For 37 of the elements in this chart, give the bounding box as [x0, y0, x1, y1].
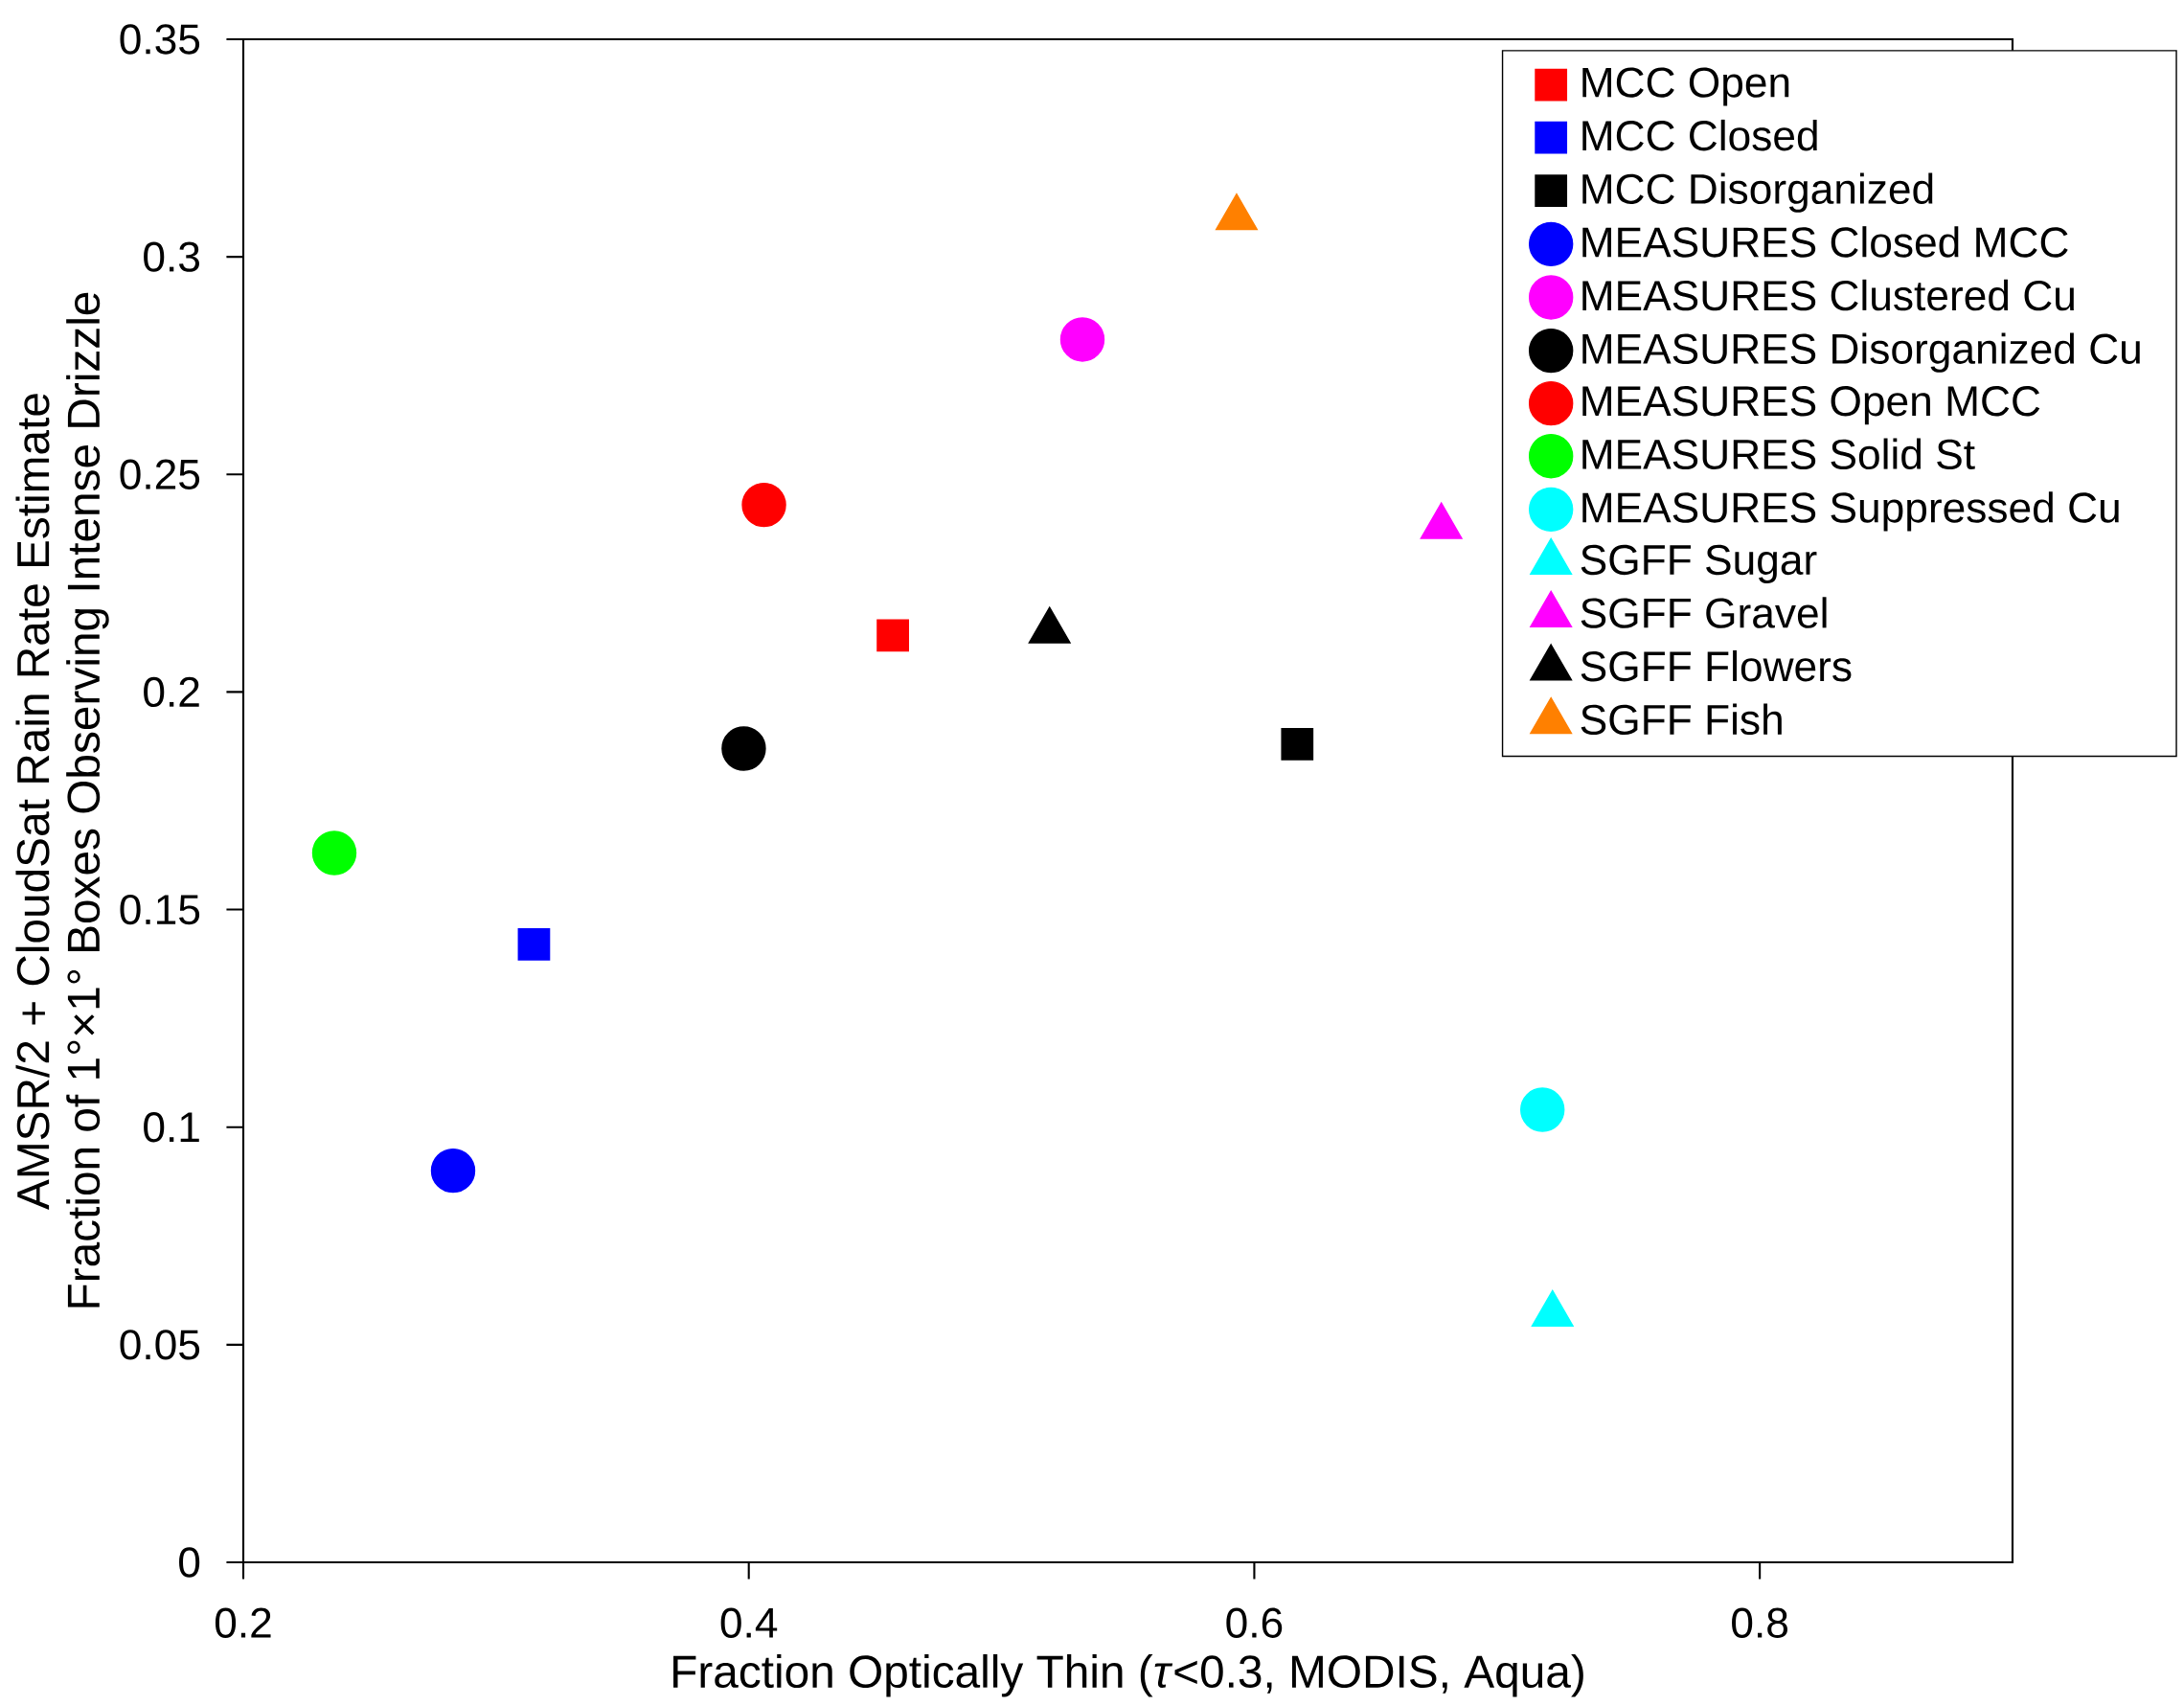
- y-tick-label: 0.35: [120, 24, 200, 55]
- y-tick-label: 0.3: [144, 241, 199, 272]
- y-tick-label: 0.1: [144, 1112, 199, 1143]
- y-tick-label: 0.2: [144, 676, 199, 708]
- legend-label: MCC Disorganized: [1582, 172, 1933, 213]
- y-tick-label: 0.25: [120, 459, 200, 489]
- legend-label: SGFF Sugar: [1581, 544, 1817, 583]
- point: [1059, 317, 1105, 362]
- x-tick-label: 0.6: [1226, 1607, 1283, 1638]
- point: [1520, 1087, 1565, 1132]
- point: [311, 830, 357, 876]
- legend-label: SGFF Gravel: [1581, 597, 1827, 628]
- legend-label: MEASURES Suppressed Cu: [1582, 491, 2119, 532]
- legend-label: MCC Closed: [1582, 119, 1817, 151]
- legend-label: SGFF Flowers: [1581, 649, 1852, 682]
- legend-label: SGFF Fish: [1581, 703, 1782, 736]
- text: AMSR/2 + CloudSat Rain Rate Estimate: [15, 394, 50, 1210]
- x-axis-title: Fraction Optically Thin (τ<0.3, MODIS, Aqua): [673, 1654, 1583, 1697]
- point: [430, 1148, 476, 1194]
- point: [1281, 728, 1314, 761]
- x-tick-label: 0.2: [215, 1607, 271, 1638]
- legend-label: MEASURES Clustered Cu: [1582, 279, 2074, 311]
- y-tick-label: 0.15: [120, 894, 200, 925]
- text: Fraction of 1°×1° Boxes Observing Intense Drizzle: [66, 292, 109, 1308]
- legend-label: MCC Open: [1582, 67, 1789, 106]
- point: [876, 619, 909, 652]
- point: [721, 726, 766, 771]
- legend-label: MEASURES Solid St: [1582, 438, 1975, 470]
- x-tick-label: 0.4: [720, 1607, 778, 1638]
- legend-label: MEASURES Disorganized Cu: [1582, 332, 2140, 373]
- y-tick-label: 0.05: [120, 1330, 200, 1360]
- point: [741, 482, 786, 528]
- legend-label: MEASURES Closed MCC: [1582, 226, 2068, 258]
- x-tick-label: 0.8: [1732, 1607, 1787, 1638]
- point: [517, 928, 551, 961]
- y-tick-label: 0: [179, 1547, 200, 1578]
- legend-label: MEASURES Open MCC: [1582, 386, 2040, 425]
